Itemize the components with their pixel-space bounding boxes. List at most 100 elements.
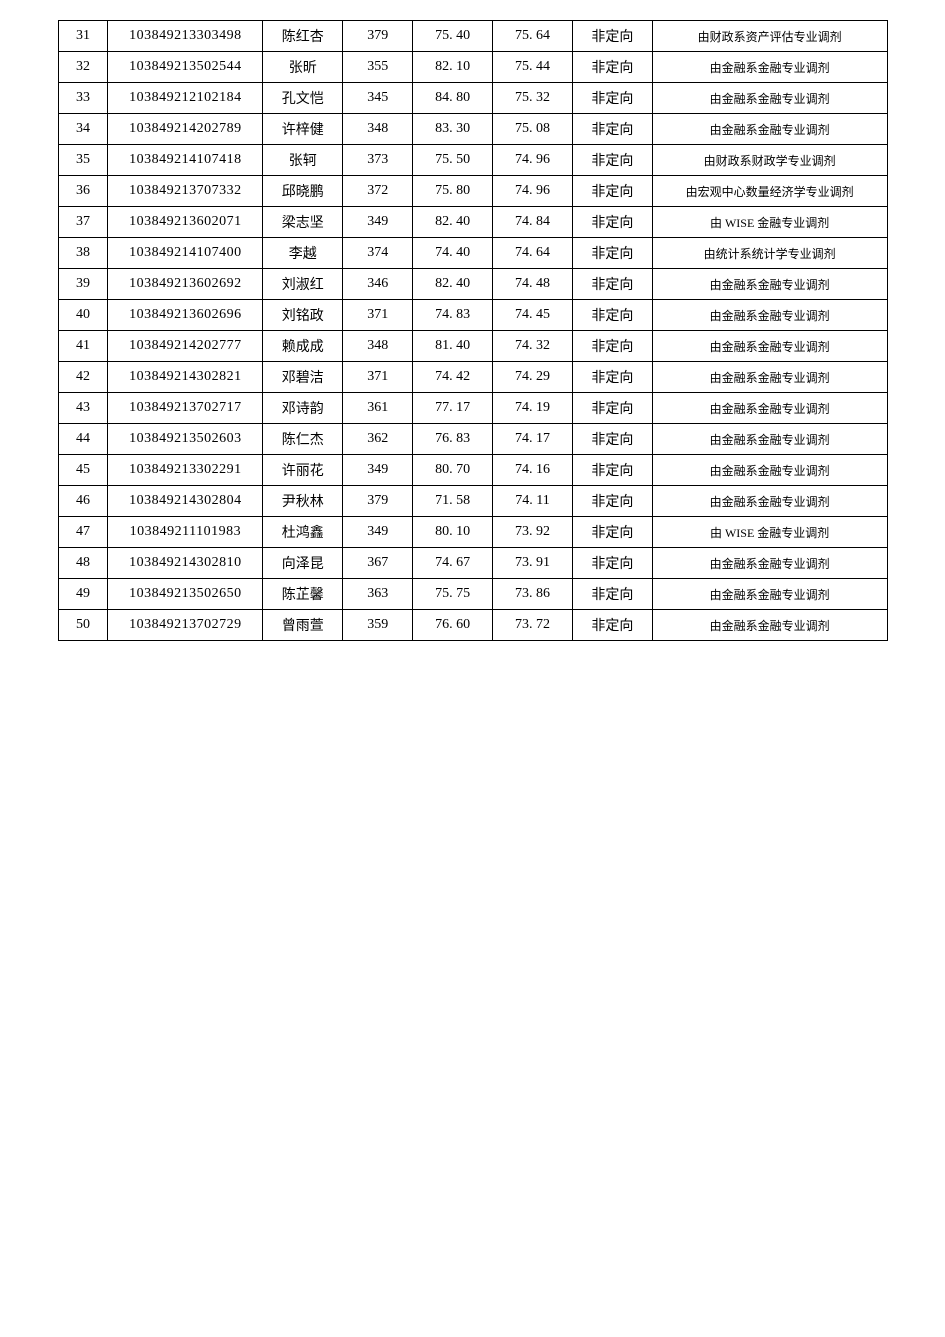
cell-score1: 345 (343, 83, 413, 114)
cell-id: 103849213702717 (108, 393, 263, 424)
cell-type: 非定向 (572, 486, 652, 517)
cell-score1: 362 (343, 424, 413, 455)
table-body: 31103849213303498陈红杏37975. 4075. 64非定向由财… (58, 21, 887, 641)
cell-score3: 74. 11 (493, 486, 573, 517)
cell-score1: 371 (343, 362, 413, 393)
cell-score3: 75. 08 (493, 114, 573, 145)
cell-note: 由金融系金融专业调剂 (652, 486, 887, 517)
cell-note: 由财政系财政学专业调剂 (652, 145, 887, 176)
cell-name: 许丽花 (263, 455, 343, 486)
table-row: 45103849213302291许丽花34980. 7074. 16非定向由金… (58, 455, 887, 486)
cell-score2: 75. 75 (413, 579, 493, 610)
table-row: 31103849213303498陈红杏37975. 4075. 64非定向由财… (58, 21, 887, 52)
cell-name: 刘铭政 (263, 300, 343, 331)
cell-seq: 39 (58, 269, 108, 300)
cell-type: 非定向 (572, 548, 652, 579)
table-row: 35103849214107418张轲37375. 5074. 96非定向由财政… (58, 145, 887, 176)
cell-id: 103849213502544 (108, 52, 263, 83)
cell-type: 非定向 (572, 393, 652, 424)
cell-type: 非定向 (572, 207, 652, 238)
table-row: 42103849214302821邓碧洁37174. 4274. 29非定向由金… (58, 362, 887, 393)
cell-name: 邓诗韵 (263, 393, 343, 424)
cell-type: 非定向 (572, 52, 652, 83)
cell-score2: 82. 40 (413, 269, 493, 300)
cell-score1: 373 (343, 145, 413, 176)
cell-score3: 74. 64 (493, 238, 573, 269)
cell-type: 非定向 (572, 610, 652, 641)
cell-id: 103849213702729 (108, 610, 263, 641)
cell-note: 由金融系金融专业调剂 (652, 455, 887, 486)
table-row: 33103849212102184孔文恺34584. 8075. 32非定向由金… (58, 83, 887, 114)
cell-note: 由金融系金融专业调剂 (652, 52, 887, 83)
cell-name: 向泽昆 (263, 548, 343, 579)
cell-note: 由 WISE 金融专业调剂 (652, 517, 887, 548)
cell-seq: 38 (58, 238, 108, 269)
cell-score3: 73. 91 (493, 548, 573, 579)
cell-score1: 355 (343, 52, 413, 83)
table-row: 46103849214302804尹秋林37971. 5874. 11非定向由金… (58, 486, 887, 517)
cell-score1: 349 (343, 207, 413, 238)
cell-id: 103849213302291 (108, 455, 263, 486)
cell-score1: 348 (343, 331, 413, 362)
cell-seq: 47 (58, 517, 108, 548)
cell-name: 曾雨萱 (263, 610, 343, 641)
cell-id: 103849213602692 (108, 269, 263, 300)
cell-score2: 82. 40 (413, 207, 493, 238)
cell-seq: 42 (58, 362, 108, 393)
cell-note: 由 WISE 金融专业调剂 (652, 207, 887, 238)
cell-score2: 83. 30 (413, 114, 493, 145)
cell-score3: 74. 45 (493, 300, 573, 331)
cell-type: 非定向 (572, 300, 652, 331)
cell-id: 103849213707332 (108, 176, 263, 207)
table-row: 48103849214302810向泽昆36774. 6773. 91非定向由金… (58, 548, 887, 579)
cell-seq: 37 (58, 207, 108, 238)
cell-id: 103849213303498 (108, 21, 263, 52)
cell-id: 103849211101983 (108, 517, 263, 548)
cell-seq: 36 (58, 176, 108, 207)
cell-type: 非定向 (572, 424, 652, 455)
cell-score3: 74. 16 (493, 455, 573, 486)
cell-score1: 379 (343, 21, 413, 52)
cell-score1: 363 (343, 579, 413, 610)
cell-type: 非定向 (572, 176, 652, 207)
cell-score2: 75. 80 (413, 176, 493, 207)
cell-type: 非定向 (572, 331, 652, 362)
cell-score2: 75. 50 (413, 145, 493, 176)
cell-score3: 73. 92 (493, 517, 573, 548)
cell-score1: 349 (343, 517, 413, 548)
cell-name: 梁志坚 (263, 207, 343, 238)
admission-table: 31103849213303498陈红杏37975. 4075. 64非定向由财… (58, 20, 888, 641)
cell-score3: 73. 86 (493, 579, 573, 610)
cell-name: 李越 (263, 238, 343, 269)
cell-note: 由金融系金融专业调剂 (652, 331, 887, 362)
cell-score1: 361 (343, 393, 413, 424)
cell-name: 陈芷馨 (263, 579, 343, 610)
cell-note: 由统计系统计学专业调剂 (652, 238, 887, 269)
cell-name: 陈仁杰 (263, 424, 343, 455)
cell-note: 由宏观中心数量经济学专业调剂 (652, 176, 887, 207)
cell-score3: 74. 96 (493, 176, 573, 207)
cell-score2: 74. 40 (413, 238, 493, 269)
cell-id: 103849213602696 (108, 300, 263, 331)
cell-seq: 35 (58, 145, 108, 176)
cell-score1: 372 (343, 176, 413, 207)
cell-type: 非定向 (572, 238, 652, 269)
cell-score2: 74. 67 (413, 548, 493, 579)
cell-id: 103849214202777 (108, 331, 263, 362)
cell-id: 103849214302810 (108, 548, 263, 579)
cell-name: 陈红杏 (263, 21, 343, 52)
cell-note: 由财政系资产评估专业调剂 (652, 21, 887, 52)
cell-score2: 75. 40 (413, 21, 493, 52)
cell-type: 非定向 (572, 455, 652, 486)
cell-score2: 77. 17 (413, 393, 493, 424)
cell-score3: 74. 84 (493, 207, 573, 238)
table-row: 38103849214107400李越37474. 4074. 64非定向由统计… (58, 238, 887, 269)
cell-score2: 74. 83 (413, 300, 493, 331)
cell-note: 由金融系金融专业调剂 (652, 610, 887, 641)
cell-seq: 45 (58, 455, 108, 486)
cell-note: 由金融系金融专业调剂 (652, 83, 887, 114)
cell-type: 非定向 (572, 269, 652, 300)
cell-score3: 75. 64 (493, 21, 573, 52)
cell-name: 尹秋林 (263, 486, 343, 517)
cell-score1: 348 (343, 114, 413, 145)
